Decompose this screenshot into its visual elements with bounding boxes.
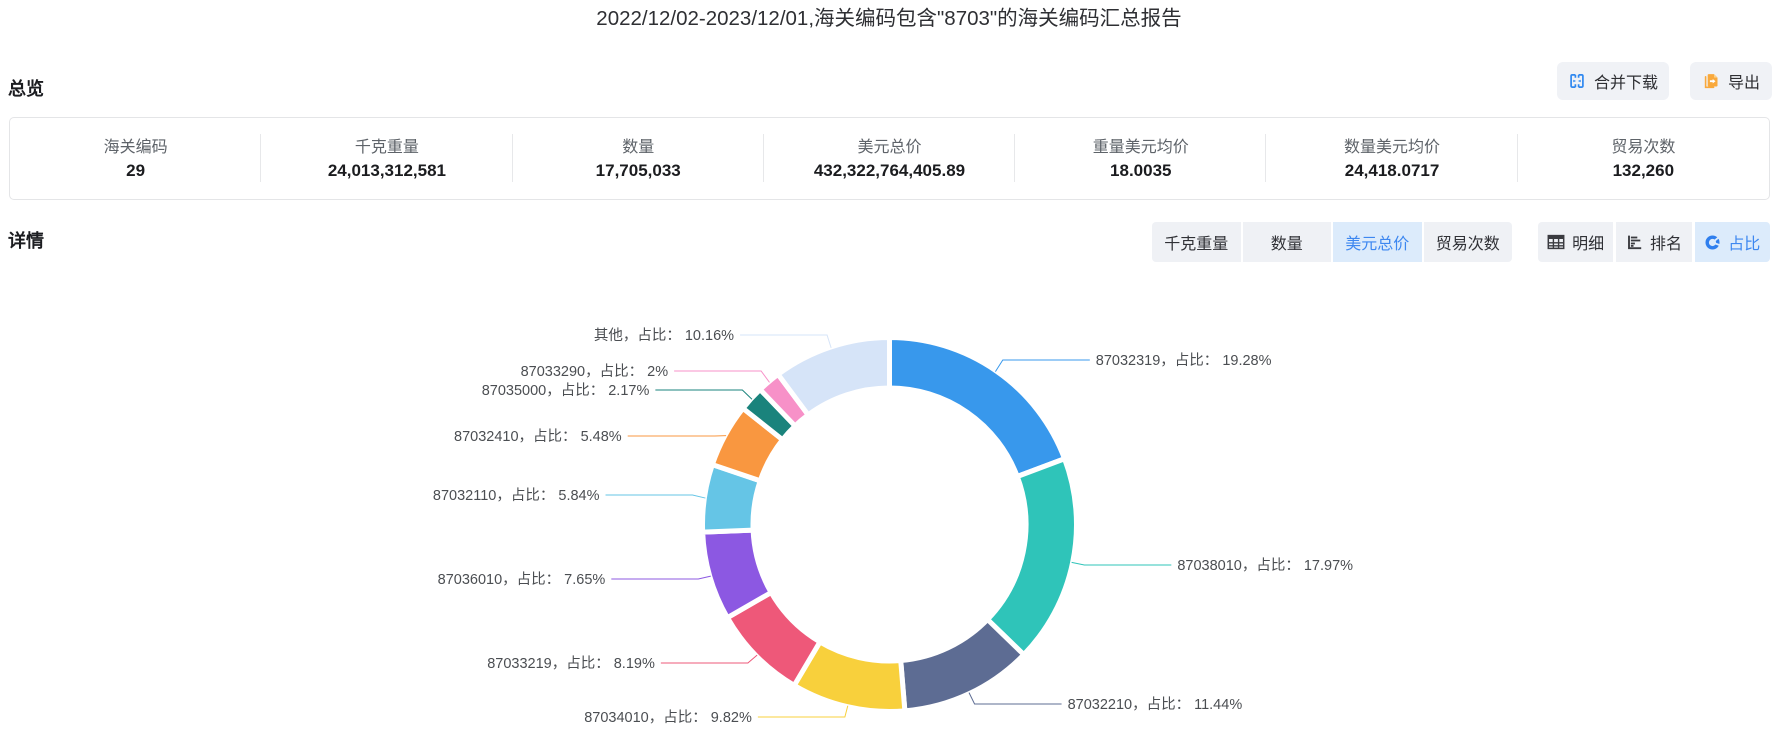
metric-tab-label: 美元总价 bbox=[1345, 236, 1410, 253]
pie-leader-87032319 bbox=[994, 359, 1090, 372]
view-tab-group: 明细 排名 占比 bbox=[1538, 222, 1770, 262]
metric-tab-label: 数量 bbox=[1270, 236, 1303, 253]
pie-leader-87032210 bbox=[968, 692, 1062, 705]
pie-label-87032110: 87032110，占比： 5.84% bbox=[433, 487, 600, 504]
stat-col-5: 重量美元均价 18.0035 bbox=[1015, 118, 1267, 199]
metric-tab-group: 千克重量 数量 美元总价 贸易次数 bbox=[1152, 222, 1512, 262]
view-tab-label: 排名 bbox=[1649, 236, 1682, 253]
pie-leader-87034010 bbox=[757, 705, 849, 718]
donut-icon bbox=[1704, 234, 1721, 251]
stat-value: 132,260 bbox=[1612, 161, 1675, 180]
pie-leader-其他 bbox=[740, 334, 832, 349]
view-tab-3[interactable]: 占比 bbox=[1694, 222, 1770, 262]
overview-heading: 总览 bbox=[8, 78, 44, 99]
stat-label: 美元总价 bbox=[857, 138, 922, 156]
stat-label: 贸易次数 bbox=[1611, 138, 1676, 156]
merge-download-label: 合并下载 bbox=[1593, 75, 1658, 92]
stat-value: 17,705,033 bbox=[595, 161, 681, 180]
overview-stats-card: 海关编码 29 千克重量 24,013,312,581 数量 17,705,033 美元总价… bbox=[9, 117, 1770, 200]
metric-tab-1[interactable]: 千克重量 bbox=[1152, 222, 1241, 262]
pie-label-其他: 其他，占比： 10.16% bbox=[594, 327, 734, 344]
pie-leader-87033219 bbox=[660, 654, 758, 664]
metric-tab-4[interactable]: 贸易次数 bbox=[1423, 222, 1512, 262]
pie-leader-87033290 bbox=[674, 370, 770, 383]
pie-label-87036010: 87036010，占比： 7.65% bbox=[438, 571, 606, 588]
stat-label: 千克重量 bbox=[354, 138, 419, 156]
view-tab-label: 占比 bbox=[1728, 236, 1761, 253]
pie-slice-其他[interactable] bbox=[774, 334, 892, 419]
stat-value: 18.0035 bbox=[1110, 161, 1172, 180]
stat-label: 重量美元均价 bbox=[1092, 138, 1189, 156]
export-icon bbox=[1702, 72, 1720, 90]
pie-label-87033219: 87033219，占比： 8.19% bbox=[487, 655, 655, 672]
stat-label: 数量美元均价 bbox=[1344, 138, 1441, 156]
pie-label-87038010: 87038010，占比： 17.97% bbox=[1177, 557, 1353, 574]
metric-tab-2[interactable]: 数量 bbox=[1242, 222, 1331, 262]
stat-value: 29 bbox=[126, 161, 146, 180]
export-label: 导出 bbox=[1727, 75, 1760, 92]
pie-leader-87038010 bbox=[1071, 561, 1172, 566]
pie-slice-87038010[interactable] bbox=[983, 455, 1079, 659]
pie-label-87034010: 87034010，占比： 9.82% bbox=[584, 709, 752, 726]
detail-heading: 详情 bbox=[8, 231, 44, 251]
page-title: 2022/12/02-2023/12/01,海关编码包含"8703"的海关编码汇… bbox=[596, 7, 1182, 30]
metric-tab-3[interactable]: 美元总价 bbox=[1333, 222, 1422, 262]
stat-col-4: 美元总价 432,322,764,405.89 bbox=[764, 118, 1016, 199]
pie-leader-87032110 bbox=[605, 494, 706, 499]
merge-download-button[interactable]: 合并下载 bbox=[1557, 62, 1669, 100]
stat-label: 海关编码 bbox=[103, 138, 168, 156]
ranking-icon bbox=[1626, 234, 1643, 251]
export-button[interactable]: 导出 bbox=[1690, 62, 1772, 100]
pie-leader-87035000 bbox=[655, 389, 753, 400]
stat-col-1: 海关编码 29 bbox=[10, 118, 262, 199]
table-icon bbox=[1547, 234, 1565, 250]
stat-label: 数量 bbox=[622, 138, 655, 156]
stat-value: 432,322,764,405.89 bbox=[813, 161, 966, 180]
pie-label-87032319: 87032319，占比： 19.28% bbox=[1096, 352, 1272, 369]
pie-label-87033290: 87033290，占比： 2% bbox=[521, 363, 669, 380]
merge-cells-icon bbox=[1568, 72, 1586, 90]
pie-slice-87032319[interactable] bbox=[887, 334, 1068, 480]
metric-tab-label: 贸易次数 bbox=[1435, 236, 1500, 253]
pie-label-87035000: 87035000，占比： 2.17% bbox=[482, 382, 650, 399]
stat-col-6: 数量美元均价 24,418.0717 bbox=[1266, 118, 1518, 199]
pie-leader-87036010 bbox=[611, 575, 711, 580]
pie-label-87032210: 87032210，占比： 11.44% bbox=[1068, 696, 1243, 713]
stat-col-2: 千克重量 24,013,312,581 bbox=[261, 118, 513, 199]
metric-tab-label: 千克重量 bbox=[1164, 236, 1229, 253]
stat-value: 24,013,312,581 bbox=[327, 161, 446, 180]
stat-value: 24,418.0717 bbox=[1344, 161, 1440, 180]
view-tab-2[interactable]: 排名 bbox=[1616, 222, 1692, 262]
stat-col-3: 数量 17,705,033 bbox=[513, 118, 765, 199]
view-tab-1[interactable]: 明细 bbox=[1538, 222, 1614, 262]
stat-col-7: 贸易次数 132,260 bbox=[1518, 118, 1769, 199]
view-tab-label: 明细 bbox=[1572, 236, 1605, 253]
pie-label-87032410: 87032410，占比： 5.48% bbox=[454, 428, 622, 445]
